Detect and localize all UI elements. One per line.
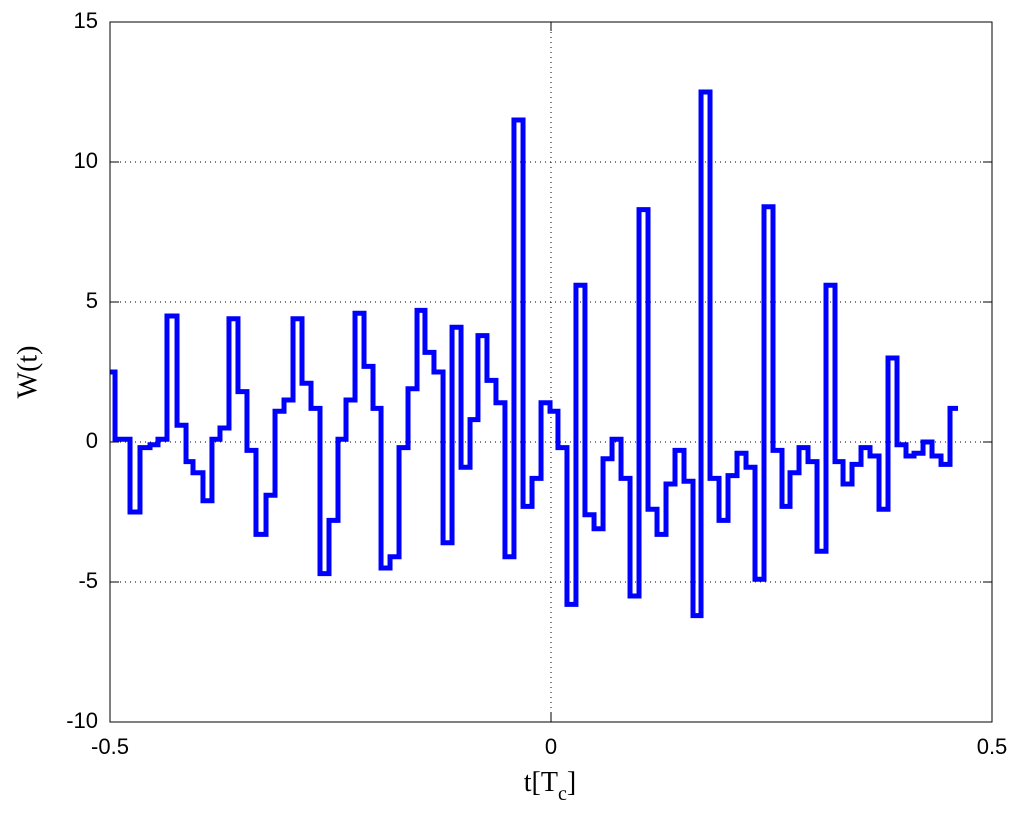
y-tick-label: -10 xyxy=(66,708,98,733)
data-line xyxy=(110,89,959,619)
x-tick-label: -0.5 xyxy=(91,734,129,759)
y-tick-label: -5 xyxy=(78,568,98,593)
y-axis-label: W(t) xyxy=(12,346,43,399)
y-tick-label: 10 xyxy=(74,148,98,173)
y-tick-label: 5 xyxy=(86,288,98,313)
x-axis-label: t[Tc] xyxy=(524,767,576,804)
x-tick-label: 0 xyxy=(545,734,557,759)
y-tick-label: 15 xyxy=(74,8,98,33)
plot-frame xyxy=(109,21,993,723)
y-tick-label: 0 xyxy=(86,428,98,453)
x-tick-label: 0.5 xyxy=(977,734,1008,759)
